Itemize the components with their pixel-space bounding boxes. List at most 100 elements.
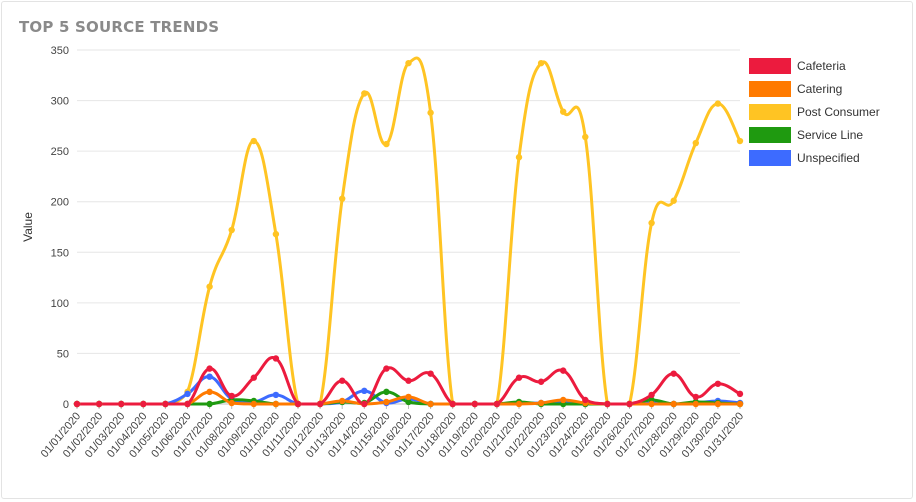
data-point-post-consumer[interactable] (692, 139, 699, 147)
data-point-cafeteria[interactable] (471, 400, 478, 408)
data-point-cafeteria[interactable] (493, 400, 501, 408)
y-tick-label: 250 (51, 146, 69, 158)
y-tick-label: 350 (51, 45, 69, 57)
data-point-service-line[interactable] (383, 388, 390, 396)
data-point-cafeteria[interactable] (361, 400, 368, 408)
data-point-cafeteria[interactable] (118, 400, 125, 408)
data-point-catering[interactable] (736, 400, 744, 408)
data-point-catering[interactable] (692, 400, 699, 408)
data-point-cafeteria[interactable] (582, 396, 589, 404)
data-point-cafeteria[interactable] (272, 355, 280, 362)
data-point-post-consumer[interactable] (405, 59, 412, 67)
y-tick-label: 150 (51, 247, 69, 259)
data-point-post-consumer[interactable] (515, 154, 523, 161)
data-point-cafeteria[interactable] (206, 365, 213, 372)
legend-label-unspecified[interactable]: Unspecified (797, 151, 860, 165)
data-point-post-consumer[interactable] (206, 283, 213, 290)
data-point-post-consumer[interactable] (670, 197, 677, 204)
data-point-cafeteria[interactable] (162, 400, 169, 408)
data-point-post-consumer[interactable] (560, 108, 567, 115)
data-point-catering[interactable] (383, 398, 390, 406)
y-tick-label: 50 (57, 348, 69, 360)
data-point-post-consumer[interactable] (339, 195, 346, 202)
data-point-post-consumer[interactable] (736, 137, 744, 145)
data-point-post-consumer[interactable] (582, 133, 589, 141)
chart-title: TOP 5 SOURCE TRENDS (19, 18, 220, 36)
y-axis-ticks: 0 50 100 150 200 250 300 350 (51, 45, 69, 411)
data-point-post-consumer[interactable] (272, 230, 280, 238)
legend-swatch-catering[interactable] (749, 81, 791, 97)
data-point-post-consumer[interactable] (361, 90, 368, 97)
series-points (73, 59, 744, 408)
data-point-post-consumer[interactable] (648, 219, 655, 227)
legend: Cafeteria Catering Post Consumer Service Li… (749, 58, 880, 166)
data-point-cafeteria[interactable] (140, 400, 147, 408)
data-point-cafeteria[interactable] (250, 374, 257, 381)
data-point-service-line[interactable] (405, 398, 412, 406)
legend-label-service-line[interactable]: Service Line (797, 128, 863, 142)
data-point-cafeteria[interactable] (184, 400, 191, 408)
data-point-catering[interactable] (648, 400, 655, 408)
legend-swatch-unspecified[interactable] (749, 150, 791, 166)
data-point-cafeteria[interactable] (537, 378, 545, 385)
data-point-cafeteria[interactable] (692, 393, 699, 401)
data-point-cafeteria[interactable] (670, 370, 677, 377)
data-point-cafeteria[interactable] (515, 374, 523, 381)
data-point-cafeteria[interactable] (648, 391, 655, 399)
data-point-catering[interactable] (250, 400, 257, 408)
data-point-cafeteria[interactable] (449, 400, 456, 408)
grid (77, 49, 740, 405)
data-point-catering[interactable] (272, 400, 280, 408)
legend-swatch-post-consumer[interactable] (749, 104, 791, 120)
legend-swatch-service-line[interactable] (749, 127, 791, 143)
data-point-catering[interactable] (405, 393, 412, 401)
data-point-post-consumer[interactable] (228, 226, 235, 234)
data-point-catering[interactable] (206, 388, 213, 396)
data-point-catering[interactable] (670, 400, 677, 408)
data-point-cafeteria[interactable] (604, 400, 611, 408)
data-point-cafeteria[interactable] (427, 370, 434, 377)
data-point-post-consumer[interactable] (250, 137, 257, 145)
data-point-cafeteria[interactable] (228, 392, 235, 400)
y-axis-label: Value (21, 212, 35, 242)
data-point-unspecified[interactable] (361, 387, 368, 395)
y-tick-label: 200 (51, 197, 69, 209)
y-tick-label: 100 (51, 298, 69, 310)
data-point-unspecified[interactable] (272, 391, 280, 399)
data-point-catering[interactable] (228, 399, 235, 407)
data-point-catering[interactable] (515, 400, 523, 408)
data-point-cafeteria[interactable] (339, 377, 346, 384)
data-point-cafeteria[interactable] (95, 400, 103, 408)
data-point-cafeteria[interactable] (405, 377, 412, 384)
legend-label-post-consumer[interactable]: Post Consumer (797, 105, 880, 119)
data-point-unspecified[interactable] (184, 390, 191, 398)
series-lines (75, 56, 742, 406)
data-point-cafeteria[interactable] (736, 390, 744, 398)
data-point-service-line[interactable] (206, 400, 213, 408)
x-axis-ticks: 01/01/202001/02/202001/03/202001/04/2020… (39, 404, 746, 460)
data-point-catering[interactable] (714, 400, 722, 408)
y-tick-label: 0 (63, 399, 69, 411)
series-line-post-consumer (75, 56, 742, 406)
data-point-cafeteria[interactable] (626, 400, 633, 408)
data-point-post-consumer[interactable] (714, 100, 722, 107)
data-point-post-consumer[interactable] (537, 59, 545, 67)
data-point-catering[interactable] (427, 400, 434, 408)
data-point-unspecified[interactable] (206, 373, 213, 380)
data-point-cafeteria[interactable] (73, 400, 81, 408)
legend-label-cafeteria[interactable]: Cafeteria (797, 59, 846, 73)
y-tick-label: 300 (51, 96, 69, 108)
data-point-cafeteria[interactable] (560, 367, 567, 374)
data-point-cafeteria[interactable] (316, 400, 324, 408)
data-point-cafeteria[interactable] (294, 400, 302, 408)
data-point-cafeteria[interactable] (383, 365, 390, 372)
data-point-post-consumer[interactable] (383, 140, 390, 148)
legend-swatch-cafeteria[interactable] (749, 58, 791, 74)
data-point-catering[interactable] (537, 399, 545, 407)
data-point-cafeteria[interactable] (714, 380, 722, 387)
data-point-catering[interactable] (339, 397, 346, 405)
legend-label-catering[interactable]: Catering (797, 82, 842, 96)
data-point-catering[interactable] (560, 396, 567, 404)
data-point-post-consumer[interactable] (427, 109, 434, 116)
